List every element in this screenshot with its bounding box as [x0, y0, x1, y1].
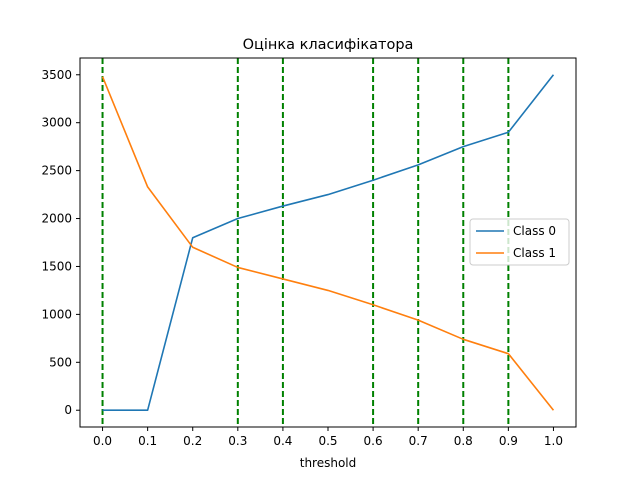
x-tick-label: 0.0: [93, 434, 112, 448]
y-tick-label: 1000: [41, 307, 72, 321]
x-tick-label: 0.4: [273, 434, 292, 448]
x-tick-label: 0.6: [364, 434, 383, 448]
y-tick-label: 2000: [41, 212, 72, 226]
y-tick-label: 3000: [41, 116, 72, 130]
x-tick-label: 0.3: [228, 434, 247, 448]
x-tick-label: 0.9: [499, 434, 518, 448]
series-lines: [101, 74, 555, 412]
x-axis: 0.0 0.1 0.2 0.3 0.4 0.5 0.6 0.7 0.8 0.9 1.0: [93, 427, 563, 448]
y-tick-label: 0: [64, 403, 72, 417]
x-tick-label: 0.8: [454, 434, 473, 448]
y-tick-label: 2500: [41, 164, 72, 178]
x-tick-label: 0.7: [409, 434, 428, 448]
x-tick-label: 1.0: [544, 434, 563, 448]
x-tick-label: 0.2: [183, 434, 202, 448]
y-tick-label: 3500: [41, 68, 72, 82]
y-axis: 0 500 1000 1500 2000 2500 3000 3500: [41, 68, 80, 417]
chart-title: Оцінка класифікатора: [243, 37, 414, 53]
x-axis-label: threshold: [300, 456, 357, 470]
y-tick-label: 1500: [41, 259, 72, 273]
series-line-1: [101, 76, 555, 411]
legend: Class 0 Class 1: [469, 218, 570, 266]
y-tick-label: 500: [49, 355, 72, 369]
x-tick-label: 0.5: [318, 434, 337, 448]
legend-label-0: Class 0: [513, 224, 556, 238]
legend-label-1: Class 1: [513, 246, 556, 260]
threshold-lines: [101, 58, 510, 427]
series-line-0: [102, 74, 555, 412]
x-tick-label: 0.1: [138, 434, 157, 448]
